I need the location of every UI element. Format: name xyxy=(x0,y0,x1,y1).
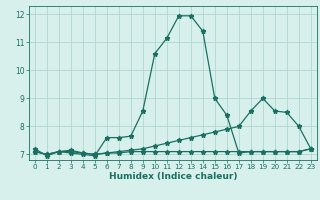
X-axis label: Humidex (Indice chaleur): Humidex (Indice chaleur) xyxy=(108,172,237,181)
